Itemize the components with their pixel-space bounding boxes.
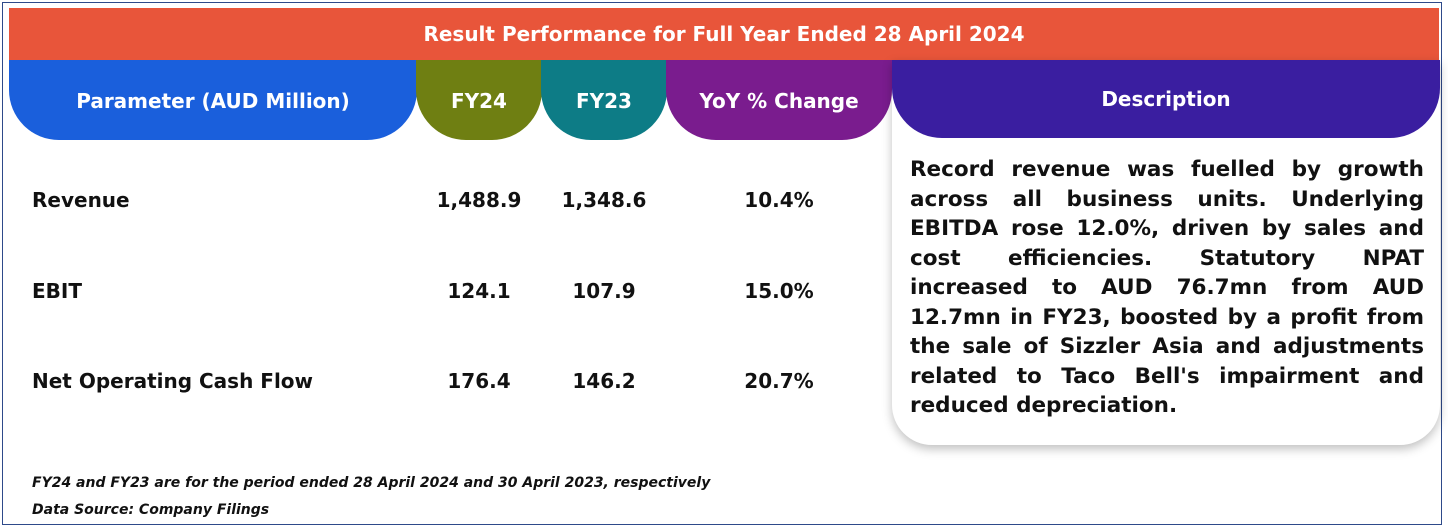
- row-parameter: Revenue: [32, 188, 130, 212]
- row-fy24-value: 124.1: [447, 279, 511, 303]
- row-fy24-value: 1,488.9: [436, 188, 522, 212]
- row-parameter: EBIT: [32, 279, 82, 303]
- table-row: Revenue 1,488.9 1,348.6 10.4%: [0, 185, 892, 215]
- description-card: Description Record revenue was fuelled b…: [892, 60, 1440, 445]
- header-yoy-change: YoY % Change: [666, 60, 892, 140]
- period-note: FY24 and FY23 are for the period ended 2…: [32, 475, 711, 491]
- row-yoy-value: 15.0%: [744, 279, 814, 303]
- header-description: Description: [892, 60, 1440, 138]
- header-fy24: FY24: [416, 60, 542, 140]
- row-yoy-value: 20.7%: [744, 369, 814, 393]
- table-row: Net Operating Cash Flow 176.4 146.2 20.7…: [0, 366, 892, 396]
- row-yoy-value: 10.4%: [744, 188, 814, 212]
- table-title: Result Performance for Full Year Ended 2…: [9, 8, 1439, 60]
- footnotes: FY24 and FY23 are for the period ended 2…: [32, 470, 710, 524]
- row-fy23-value: 107.9: [572, 279, 636, 303]
- row-fy23-value: 1,348.6: [561, 188, 647, 212]
- row-fy23-value: 146.2: [572, 369, 636, 393]
- row-fy24-value: 176.4: [447, 369, 511, 393]
- header-fy23: FY23: [541, 60, 667, 140]
- header-parameter: Parameter (AUD Million): [9, 60, 417, 140]
- description-text: Record revenue was fuelled by growth acr…: [910, 157, 1424, 418]
- table-frame: [2, 2, 1442, 525]
- table-row: EBIT 124.1 107.9 15.0%: [0, 276, 892, 306]
- row-parameter: Net Operating Cash Flow: [32, 369, 314, 393]
- data-source-note: Data Source: Company Filings: [32, 502, 270, 518]
